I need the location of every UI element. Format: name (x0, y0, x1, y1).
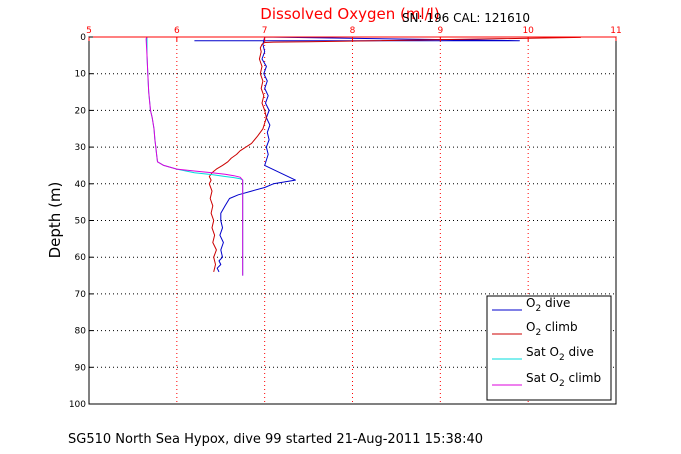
y-tick-label: 70 (75, 290, 87, 300)
x-tick-label: 11 (610, 26, 621, 36)
legend-label-o2-dive: O2 dive (526, 296, 570, 314)
x-tick-label: 10 (522, 26, 534, 36)
y-tick-label: 0 (80, 33, 86, 43)
chart-title: Dissolved Oxygen (ml/l) (260, 5, 439, 23)
dive-caption: SG510 North Sea Hypox, dive 99 started 2… (68, 432, 483, 447)
y-tick-label: 100 (69, 400, 86, 410)
y-tick-label: 30 (75, 143, 87, 153)
y-tick-label: 90 (75, 363, 87, 373)
y-tick-label: 40 (75, 180, 87, 190)
y-axis-label: Depth (m) (46, 182, 64, 259)
y-tick-label: 80 (75, 327, 87, 337)
x-tick-label: 5 (86, 26, 92, 36)
y-tick-labels: 0 10 20 30 40 50 60 70 80 90 100 (69, 33, 93, 410)
y-tick-label: 50 (75, 217, 87, 227)
y-tick-label: 20 (75, 106, 87, 116)
y-tick-label: 60 (75, 253, 87, 263)
series-line-o2-dive (194, 36, 520, 273)
legend-label-sat-o2-climb: Sat O2 climb (526, 371, 601, 389)
legend-label-sat-o2-dive: Sat O2 dive (526, 345, 594, 363)
x-tick-label: 6 (174, 26, 180, 36)
x-tick-label: 8 (350, 26, 356, 36)
series-layer (145, 36, 581, 276)
serial-calibration-label: SN: 196 CAL: 121610 (402, 11, 530, 25)
legend-label-o2-climb: O2 climb (526, 320, 578, 338)
x-tick-label: 9 (437, 26, 443, 36)
x-tick-label: 7 (262, 26, 268, 36)
legend: O2 dive O2 climb Sat O2 dive Sat O2 climb (486, 295, 612, 401)
y-tick-label: 10 (75, 70, 87, 80)
x-tick-labels: 5 6 7 8 9 10 11 (86, 26, 622, 41)
series-line-sat-o2-climb (145, 36, 244, 276)
legend-box (486, 295, 612, 401)
series-line-o2-climb (208, 36, 581, 273)
